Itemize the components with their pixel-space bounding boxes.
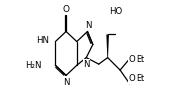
Polygon shape [106,34,109,58]
Text: HO: HO [109,7,123,16]
Text: HN: HN [36,36,49,46]
Text: N: N [85,21,92,30]
Text: O: O [128,74,135,84]
Text: N: N [83,60,89,69]
Text: H₂N: H₂N [25,61,42,70]
Text: O: O [63,5,70,14]
Text: O: O [128,55,135,64]
Text: Et: Et [136,55,144,64]
Text: Et: Et [136,74,144,84]
Text: N: N [63,78,69,87]
